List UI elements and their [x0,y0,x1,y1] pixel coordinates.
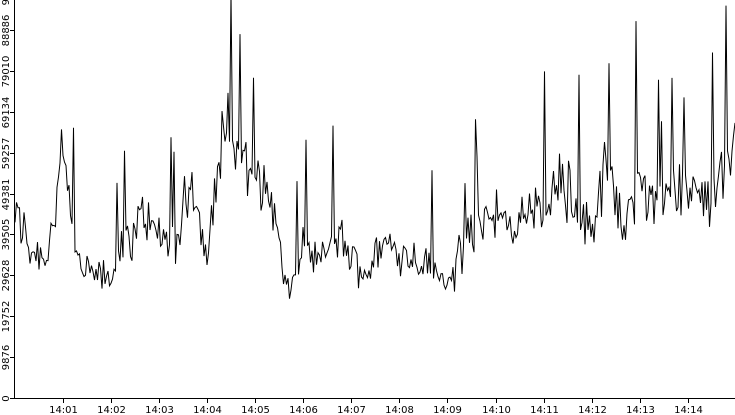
y-tick-label: 29628 [1,260,12,292]
x-tick-label: 14:02 [97,405,126,415]
x-tick-label: 14:04 [193,405,222,415]
x-axis: 14:01 14:02 14:03 14:04 14:05 14:06 14:07 14:08… [14,398,735,415]
x-tick-label: 14:12 [578,405,607,415]
x-tick-label: 14:06 [289,405,318,415]
x-tick-label: 14:09 [433,405,462,415]
x-tick-label: 14:13 [626,405,655,415]
x-tick-label: 14:03 [145,405,174,415]
x-tick-label: 14:01 [49,405,78,415]
x-tick-label: 14:14 [674,405,703,415]
y-axis: 0 9876 19752 29628 39505 49381 59257 69134 79010… [1,0,15,402]
y-tick-label: 59257 [1,138,12,170]
x-tick-label: 14:10 [482,405,511,415]
y-tick-label: 19752 [1,301,12,333]
y-tick-label: 49381 [1,179,12,211]
y-tick-label: 69134 [1,97,12,129]
x-tick-label: 14:08 [385,405,414,415]
y-tick-label: 9876 [1,345,12,370]
y-tick-label: 0 [1,395,12,401]
x-tick-label: 14:05 [241,405,270,415]
y-tick-label: 39505 [1,219,12,251]
series-group [14,0,735,299]
y-tick-label: 79010 [1,56,12,88]
y-tick-label: 98763 [1,0,12,5]
series-line [14,0,735,299]
x-tick-label: 14:07 [337,405,366,415]
y-tick-label: 88886 [1,15,12,47]
x-tick-label: 14:11 [530,405,559,415]
